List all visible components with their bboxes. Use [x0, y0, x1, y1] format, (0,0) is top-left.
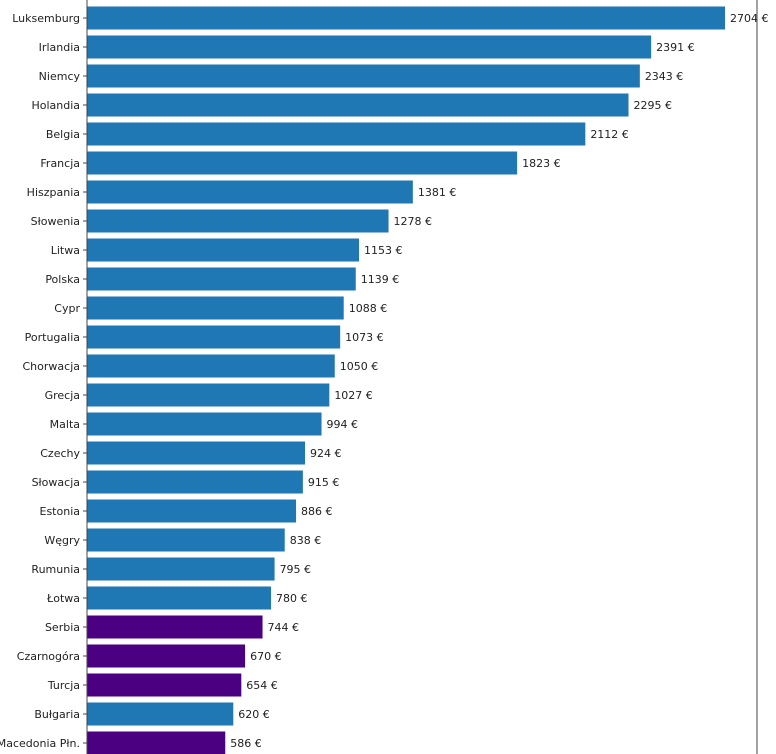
category-label: Macedonia Płn. [0, 737, 80, 750]
bar [87, 35, 652, 59]
bar [87, 586, 272, 610]
category-label: Hiszpania [27, 186, 80, 199]
bar [87, 499, 297, 523]
category-label: Czechy [40, 447, 80, 460]
bar [87, 412, 322, 436]
value-label: 1823 € [522, 157, 561, 170]
category-label: Malta [50, 418, 80, 431]
category-label: Luksemburg [12, 12, 80, 25]
value-label: 795 € [280, 563, 312, 576]
value-label: 915 € [308, 476, 340, 489]
category-label: Grecja [45, 389, 80, 402]
category-label: Słowenia [31, 215, 80, 228]
bar [87, 354, 335, 378]
value-label: 1050 € [340, 360, 379, 373]
value-label: 886 € [301, 505, 333, 518]
value-label: 1073 € [345, 331, 384, 344]
category-label: Rumunia [31, 563, 80, 576]
value-label: 2704 € [730, 12, 769, 25]
bar [87, 6, 725, 30]
bars-group: Luksemburg 2704 € Irlandia 2391 € Niemcy 2343… [0, 6, 769, 754]
category-label: Niemcy [39, 70, 81, 83]
category-label: Holandia [31, 99, 80, 112]
bar [87, 93, 629, 117]
value-label: 2391 € [656, 41, 695, 54]
bar [87, 383, 330, 407]
value-label: 1381 € [418, 186, 457, 199]
value-label: 1153 € [364, 244, 403, 257]
category-label: Francja [40, 157, 80, 170]
value-label: 670 € [250, 650, 282, 663]
bar [87, 151, 518, 175]
bar [87, 470, 303, 494]
bar [87, 296, 344, 320]
value-label: 2343 € [645, 70, 684, 83]
category-label: Serbia [45, 621, 80, 634]
bar [87, 673, 242, 697]
value-label: 1278 € [394, 215, 433, 228]
category-label: Belgia [46, 128, 80, 141]
value-label: 2295 € [633, 99, 672, 112]
bar [87, 731, 226, 754]
category-label: Bułgaria [34, 708, 80, 721]
category-label: Estonia [40, 505, 81, 518]
category-label: Turcja [47, 679, 80, 692]
category-label: Irlandia [39, 41, 80, 54]
category-label: Litwa [51, 244, 80, 257]
category-label: Chorwacja [23, 360, 81, 373]
bar [87, 615, 263, 639]
category-label: Czarnogóra [17, 650, 80, 663]
category-label: Portugalia [25, 331, 80, 344]
category-label: Łotwa [46, 592, 80, 605]
value-label: 838 € [290, 534, 322, 547]
bar [87, 441, 306, 465]
value-label: 994 € [327, 418, 359, 431]
value-label: 1088 € [349, 302, 388, 315]
value-label: 744 € [268, 621, 300, 634]
bar [87, 64, 640, 88]
category-label: Słowacja [32, 476, 80, 489]
bar [87, 557, 275, 581]
bar [87, 122, 586, 146]
value-label: 2112 € [590, 128, 629, 141]
bar [87, 702, 234, 726]
value-label: 654 € [246, 679, 278, 692]
value-label: 620 € [238, 708, 270, 721]
bar [87, 528, 285, 552]
bar [87, 209, 389, 233]
category-label: Cypr [54, 302, 80, 315]
value-label: 1027 € [334, 389, 373, 402]
bar [87, 238, 360, 262]
value-label: 1139 € [361, 273, 400, 286]
bar [87, 644, 246, 668]
bar [87, 325, 341, 349]
value-label: 780 € [276, 592, 308, 605]
bar [87, 180, 413, 204]
category-label: Węgry [44, 534, 80, 547]
category-label: Polska [45, 273, 80, 286]
value-label: 586 € [230, 737, 261, 750]
bar [87, 267, 356, 291]
value-label: 924 € [310, 447, 342, 460]
